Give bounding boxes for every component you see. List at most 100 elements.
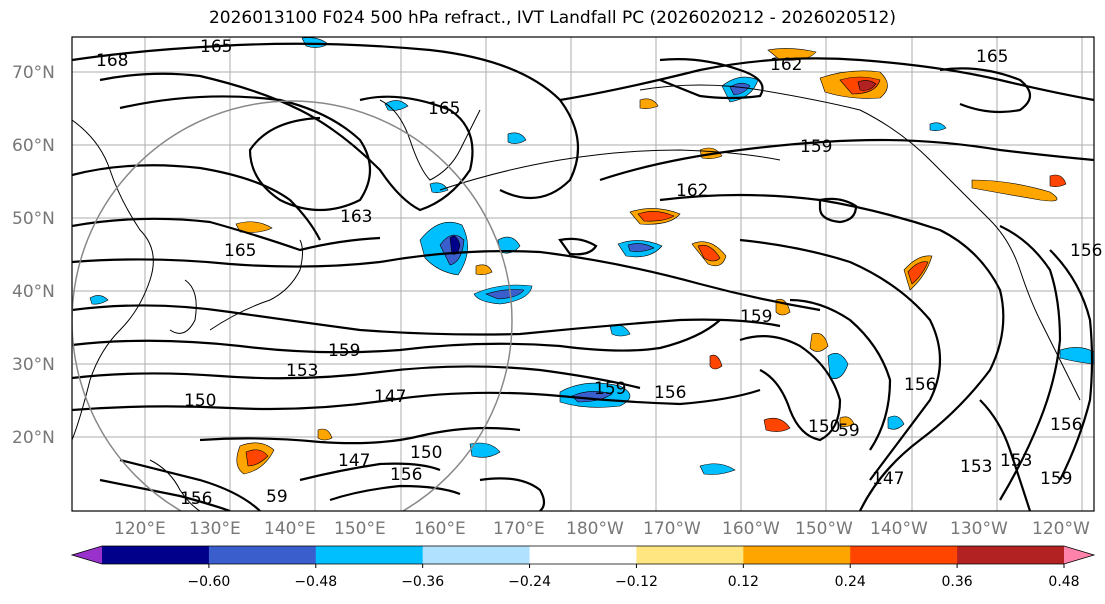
orange-patch [639,98,659,109]
orange-patch [475,264,493,275]
contour-label-group: 168 165 165 162 165 159 162 163 165 159 … [96,37,1102,509]
contour-label: 147 [338,451,370,471]
lat-label: 70°N [12,63,55,83]
colorbar-segment [102,546,210,564]
lat-label: 40°N [12,282,55,302]
contour-label: 150 [808,417,840,437]
blue-patch [699,463,736,475]
colorbar-segment [422,546,531,564]
orange-patch [317,428,333,441]
contour-label: 165 [200,37,232,57]
map-title: 2026013100 F024 500 hPa refract., IVT La… [208,8,896,28]
korea-coast [169,279,197,334]
contour-label: 165 [976,47,1008,67]
blue-patch [497,236,521,254]
contour-label: 147 [374,387,406,407]
lat-label: 60°N [12,136,55,156]
contour-label: 156 [1070,241,1102,261]
contour-label: 159 [594,379,626,399]
coastlines [72,84,1081,511]
lon-label: 150°W [795,519,853,539]
blue-patch [89,295,109,305]
colorbar-segment [208,546,317,564]
orange-patch [767,48,817,61]
blue-patch [429,182,449,193]
lon-label: 150°E [334,519,386,539]
contour-label: 159 [740,307,772,327]
colorbar-segment [743,546,851,564]
contour-label: 59 [266,487,288,507]
lat-label: 50°N [12,209,55,229]
contour-label: 162 [676,181,708,201]
lon-label: 160°E [414,519,466,539]
latitude-labels: 70°N 60°N 50°N 40°N 30°N 20°N [12,63,55,448]
colorbar-segment [315,546,424,564]
alaska-coast [639,84,1021,271]
blue-patch [449,235,461,255]
colorbar-segment [850,546,958,564]
contour-label: 147 [872,469,904,489]
blue-patch [469,442,501,458]
colorbar-tick-label: −0.24 [508,574,551,590]
colorbar-outline [70,545,1096,565]
refractivity-contours [72,42,1094,511]
blue-patch [571,391,613,403]
orange-patch [709,354,723,370]
aleutian-chain [439,149,781,191]
orange-patch [245,449,269,467]
blue-patch [827,353,849,379]
lon-label: 120°W [1032,519,1090,539]
contour-label: 150 [184,391,216,411]
na-west-coast [1019,269,1081,401]
lat-label: 20°N [12,428,55,448]
map-plot-area [72,37,1094,511]
orange-patch [809,332,829,352]
blue-patch [1059,347,1094,365]
colorbar-segment [957,546,1065,564]
colorbar-tick-label: 0.12 [728,574,759,590]
contour-label: 156 [180,489,212,509]
contour-label: 165 [428,99,460,119]
colorbar-tick-label: −0.12 [615,574,658,590]
contour-label: 159 [328,341,360,361]
contour-label: 165 [224,241,256,261]
contour-label: 162 [770,55,802,75]
contour-label: 150 [410,443,442,463]
lon-label: 130°E [189,519,241,539]
colorbar: −0.60 −0.48 −0.36 −0.24 −0.12 0.12 0.24 0.36 0.4… [70,545,1096,590]
contour-label: 59 [838,421,860,441]
lon-label: 120°E [114,519,166,539]
blue-patch [887,415,905,430]
colorbar-tick-label: 0.48 [1048,574,1079,590]
lon-label: 130°W [950,519,1008,539]
colorbar-extend-low [72,546,102,564]
colorbar-tick-label: 0.24 [835,574,866,590]
blue-patch [485,289,525,300]
philippines-coast [149,459,201,511]
kamchatka-coast [379,99,481,181]
orange-patch [1049,174,1067,187]
longitude-labels: 120°E 130°E 140°E 150°E 160°E 170°E 180°… [114,519,1090,539]
blue-patch [929,122,947,131]
contour-label: 168 [96,51,128,71]
contour-label: 159 [800,137,832,157]
colorbar-segment [529,546,637,564]
contour-label: 156 [1050,415,1082,435]
contour-label: 153 [286,361,318,381]
lon-label: 140°E [264,519,316,539]
orange-patch [857,80,877,91]
blue-patch [729,82,751,96]
lon-label: 160°W [722,519,780,539]
ivt-filled-patches [89,37,1094,475]
orange-patch [637,211,675,222]
orange-patch [697,244,721,262]
blue-patch [507,132,527,144]
contour-label: 153 [1000,451,1032,471]
lat-label: 30°N [12,355,55,375]
asia-coast [72,119,154,441]
graticule [72,37,1094,511]
contour-label: 159 [1040,469,1072,489]
contour-label: 156 [390,465,422,485]
colorbar-tick-label: −0.36 [401,574,444,590]
